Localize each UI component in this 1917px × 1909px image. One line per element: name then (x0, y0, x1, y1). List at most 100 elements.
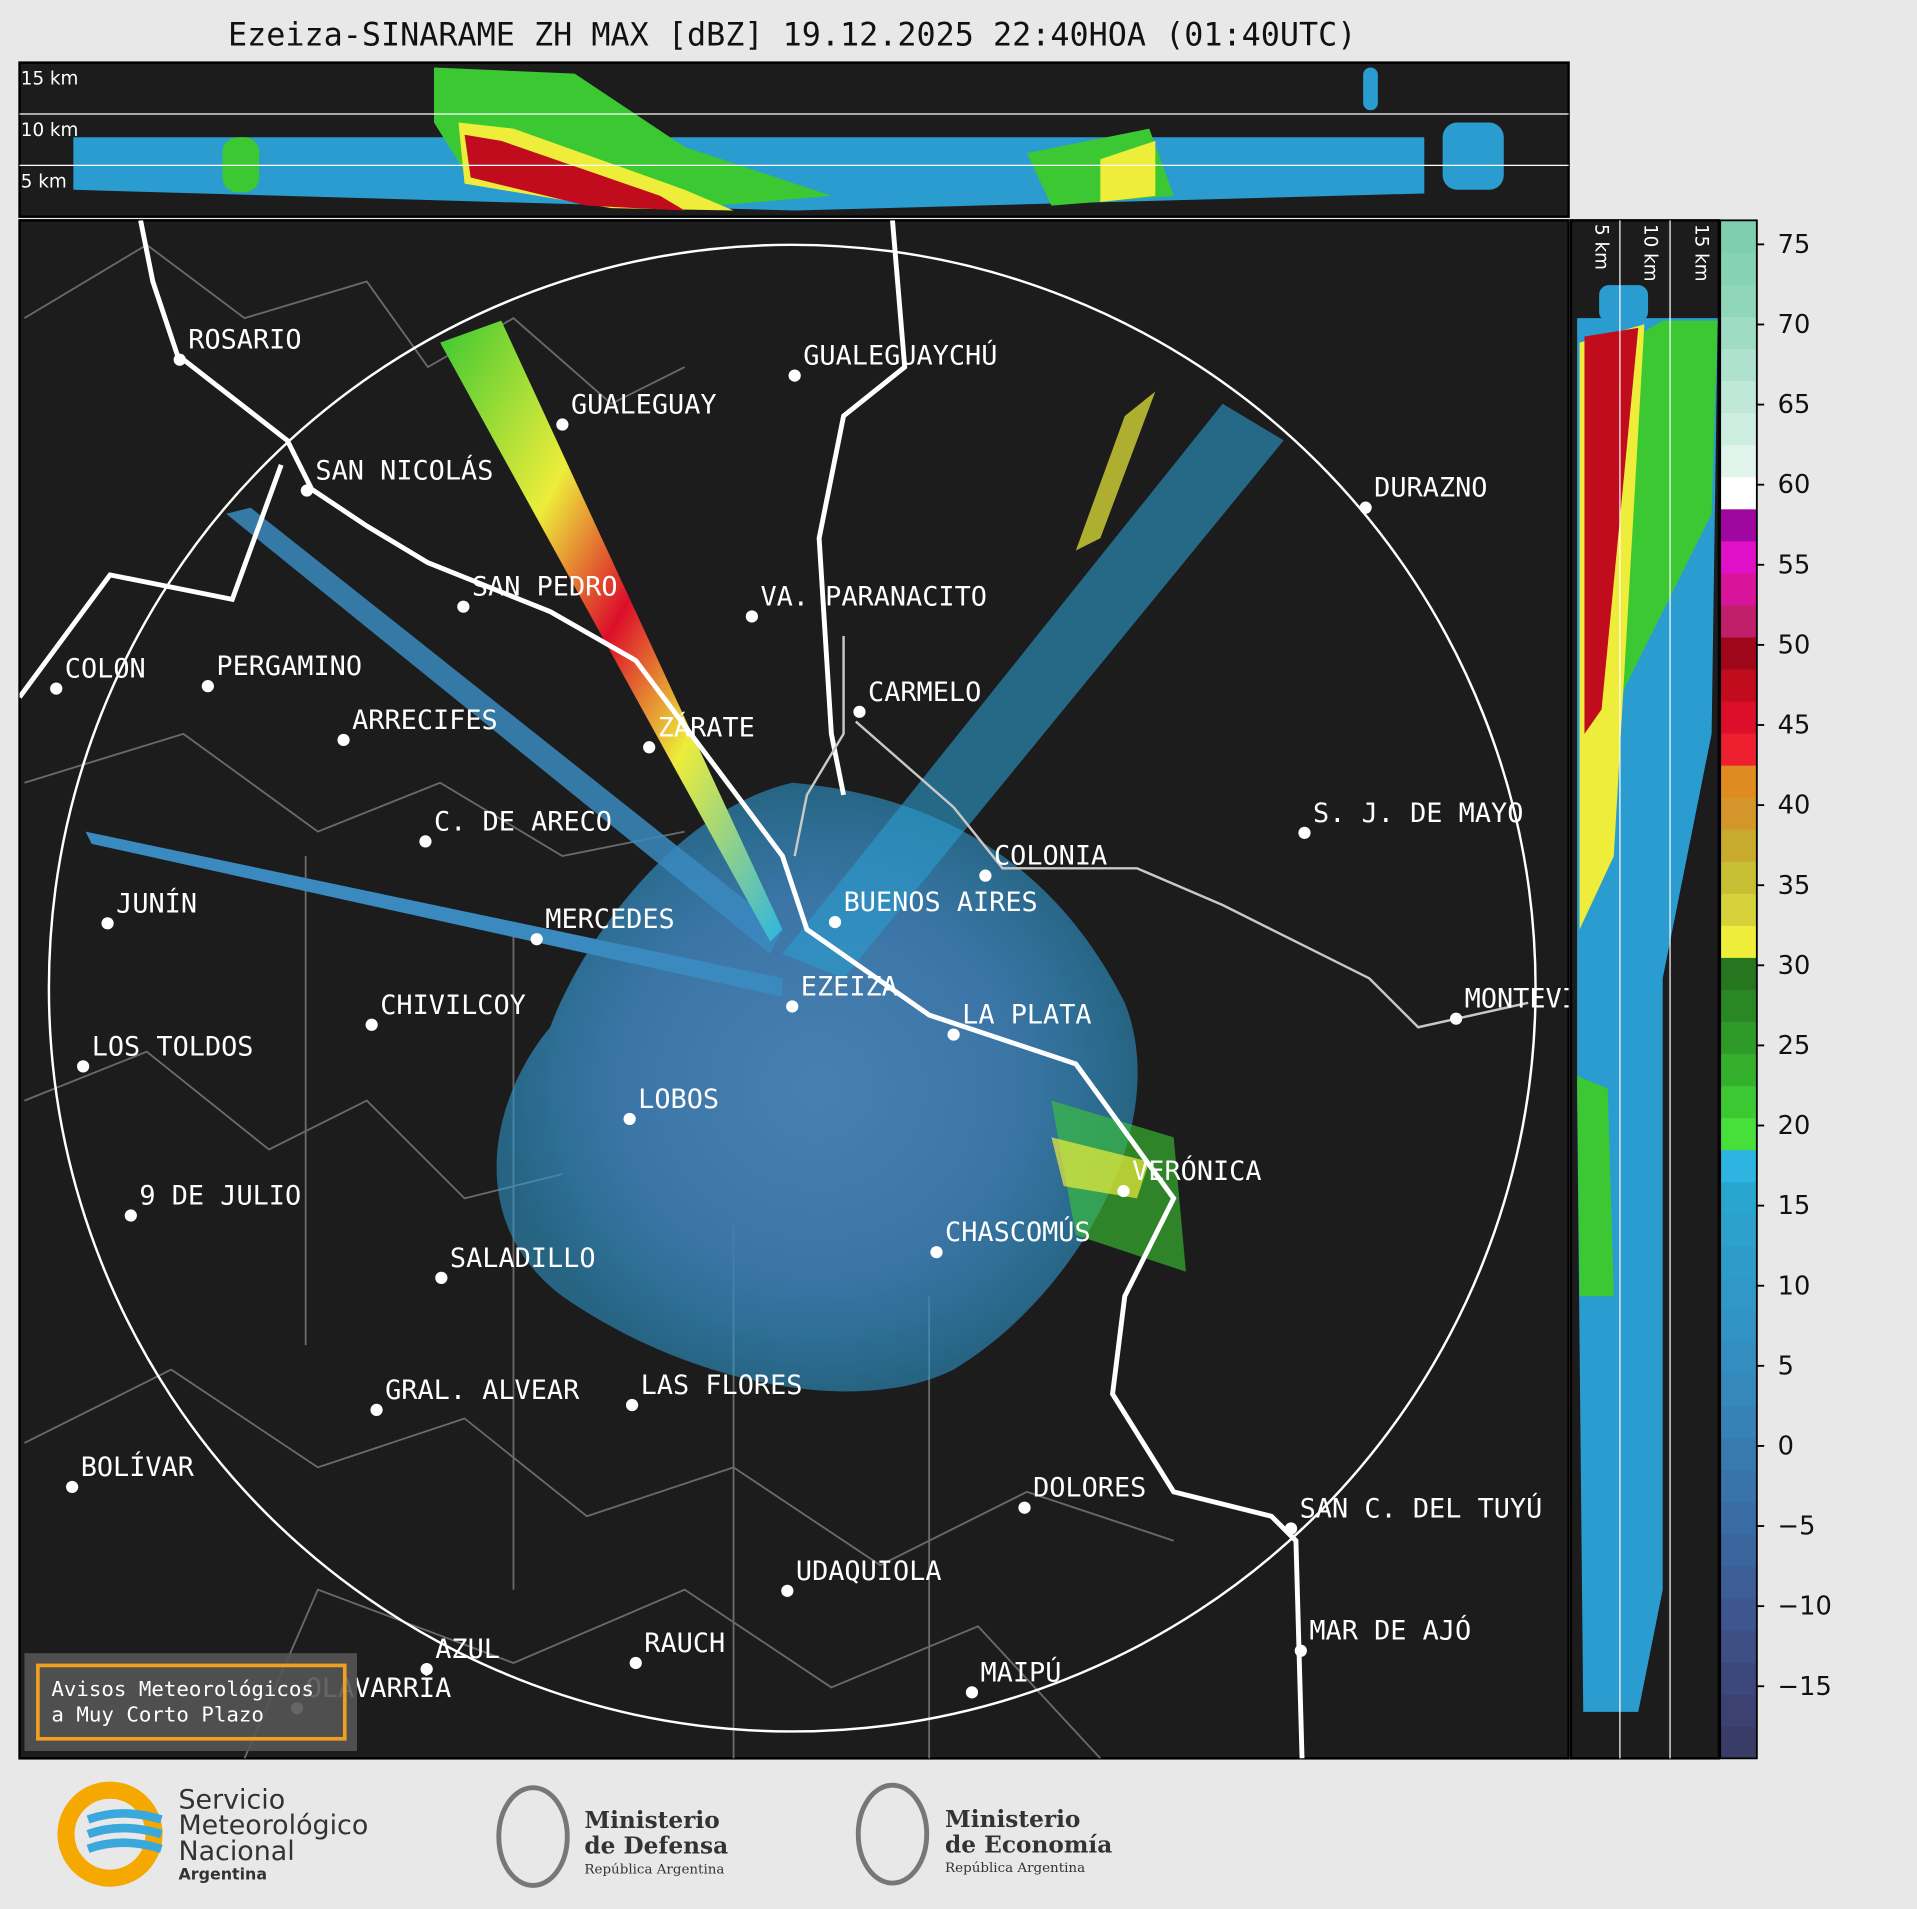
city-dot (201, 680, 214, 693)
colorbar-band (1720, 893, 1757, 926)
colorbar-band (1720, 1405, 1757, 1439)
city-dot (625, 1398, 639, 1412)
colorbar-band (1720, 476, 1757, 510)
colorbar-band (1720, 348, 1757, 382)
colorbar-tick-label: 45 (1778, 711, 1811, 741)
colorbar-band (1720, 1181, 1757, 1215)
colorbar-frame (1719, 219, 1758, 1760)
map: ROSARIO GUALEGUAYCHÚ GUALEGUAY SAN NICOLÁS D… (18, 219, 1627, 1760)
city-dot (629, 1656, 642, 1670)
colorbar-tick-label: −5 (1778, 1512, 1816, 1542)
city-dot (1284, 1522, 1298, 1535)
city-dot (419, 835, 432, 848)
city-dot (1298, 826, 1311, 839)
colorbar-band (1720, 604, 1757, 638)
notice-box: Avisos Meteorológicos a Muy Corto Plazo (24, 1653, 357, 1752)
city-dot (435, 1271, 448, 1284)
colorbar-band (1720, 444, 1757, 478)
colorbar-band (1720, 1566, 1757, 1599)
logo-economia: Ministerio de Economía República Argenti… (855, 1782, 1112, 1886)
colorbar-band (1720, 1117, 1757, 1151)
logo-text: Ministerio (584, 1807, 719, 1834)
city-label: SAN C. DEL TUYÚ (1300, 1492, 1543, 1524)
colorbar-band (1720, 700, 1757, 734)
city-label: SALADILLO (450, 1243, 596, 1274)
colorbar-band (1720, 540, 1757, 574)
city-label: RAUCH (644, 1628, 725, 1659)
city-label: BOLÍVAR (81, 1451, 195, 1483)
city-label: LOS TOLDOS (92, 1031, 254, 1062)
colorbar-band (1720, 1213, 1757, 1247)
city-label: ARRECIFES (352, 705, 498, 736)
city-label: GUALEGUAY (571, 390, 717, 421)
city-label: 9 DE JULIO (139, 1181, 301, 1212)
city-dot (1449, 1012, 1463, 1025)
city-dot (786, 1000, 799, 1013)
city-label: EZEIZA (801, 971, 898, 1002)
city-dot (124, 1209, 137, 1222)
height-label: 10 km (21, 120, 79, 141)
city-dot (365, 1018, 378, 1031)
city-dot (965, 1686, 979, 1699)
city-label: CHIVILCOY (380, 990, 526, 1021)
colorbar-tick-label: 50 (1778, 630, 1811, 660)
colorbar-band (1720, 380, 1757, 414)
colorbar-band (1720, 668, 1757, 702)
city-label: CARMELO (868, 677, 981, 708)
height-label: 5 km (21, 171, 67, 192)
city-dot (643, 741, 656, 754)
colorbar-band (1720, 316, 1757, 350)
city-label: VERÓNICA (1132, 1155, 1261, 1187)
height-label: 15 km (21, 69, 79, 90)
colorbar-band (1720, 829, 1757, 862)
colorbar-band (1720, 1021, 1757, 1055)
city-label: JUNÍN (116, 887, 197, 919)
colorbar-tick-label: 35 (1778, 871, 1811, 901)
colorbar-tick-label: 20 (1778, 1111, 1811, 1141)
city-label: COLONIA (994, 841, 1107, 872)
city-label: MAIPÚ (981, 1656, 1062, 1688)
colorbar-band (1720, 572, 1757, 606)
city-label: MERCEDES (545, 904, 674, 935)
city-label: ROSARIO (188, 325, 301, 356)
city-dot (745, 610, 758, 623)
city-dot (457, 600, 470, 613)
colorbar-tick-label: −10 (1778, 1592, 1832, 1622)
city-layer: ROSARIO GUALEGUAYCHÚ GUALEGUAY SAN NICOLÁS D… (50, 325, 1627, 1715)
city-label: SAN PEDRO (472, 572, 618, 603)
colorbar-band (1720, 252, 1757, 286)
colorbar-band (1720, 1469, 1757, 1503)
city-label: DURAZNO (1374, 473, 1487, 504)
colorbar-band (1720, 1662, 1757, 1695)
colorbar-tick-label: 55 (1778, 550, 1811, 580)
notice-line: a Muy Corto Plazo (51, 1703, 264, 1727)
colorbar-tick-label: 15 (1778, 1191, 1811, 1221)
city-dot (853, 705, 866, 718)
colorbar-band (1720, 412, 1757, 446)
city-dot (50, 682, 63, 695)
colorbar-band (1720, 1630, 1757, 1663)
city-dot (788, 369, 801, 382)
city-dot (300, 484, 313, 497)
colorbar-tick-label: 0 (1778, 1431, 1794, 1461)
city-dot (66, 1480, 79, 1494)
city-dot (781, 1584, 794, 1597)
city-label: BUENOS AIRES (844, 887, 1038, 918)
colorbar-band (1720, 1053, 1757, 1087)
city-label: MONTEVIDEO (1465, 984, 1627, 1015)
colorbar-band (1720, 765, 1757, 798)
logo-text: de Economía (945, 1831, 1112, 1858)
city-dot (101, 917, 114, 930)
colorbar-tick-label: 70 (1778, 310, 1811, 340)
colorbar-tick-label: 75 (1778, 230, 1811, 260)
colorbar-band (1720, 797, 1757, 830)
city-dot (1359, 501, 1372, 514)
title: Ezeiza-SINARAME ZH MAX [dBZ] 19.12.2025 … (228, 18, 1356, 54)
city-label: CHASCOMÚS (945, 1216, 1091, 1248)
colorbar-band (1720, 1694, 1757, 1727)
colorbar-tick-label: 40 (1778, 791, 1811, 821)
logo-defensa: Ministerio de Defensa República Argentin… (496, 1785, 728, 1888)
logo-text: Nacional (178, 1836, 294, 1867)
city-dot (1294, 1644, 1307, 1657)
